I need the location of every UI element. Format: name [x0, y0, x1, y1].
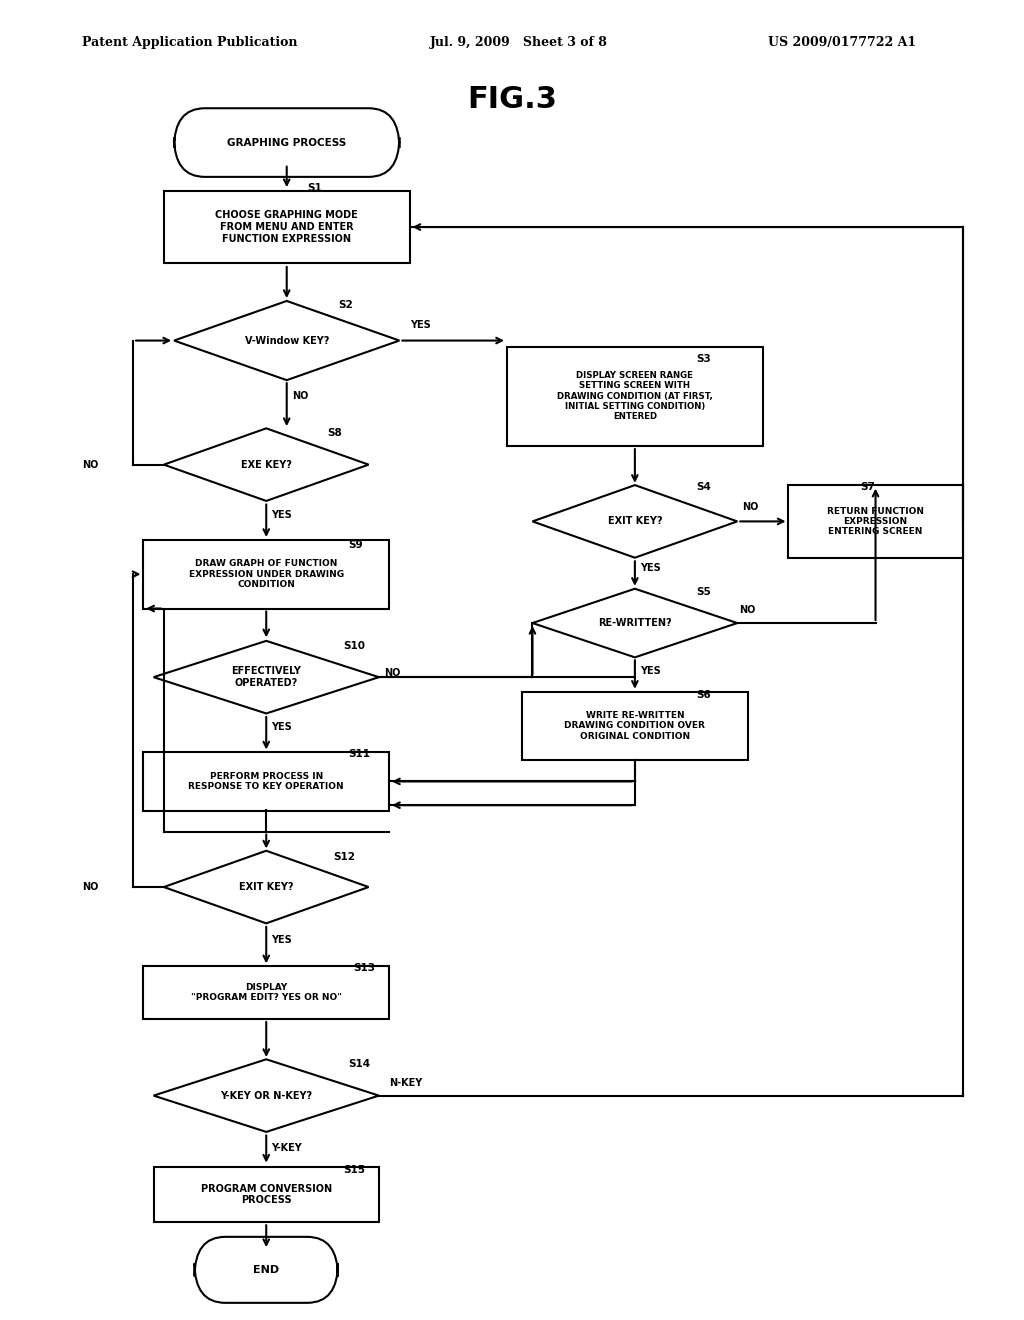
Text: NO: NO — [742, 502, 759, 512]
Text: YES: YES — [640, 562, 660, 573]
Polygon shape — [532, 589, 737, 657]
Text: DISPLAY
"PROGRAM EDIT? YES OR NO": DISPLAY "PROGRAM EDIT? YES OR NO" — [190, 983, 342, 1002]
Text: YES: YES — [271, 935, 292, 945]
Text: EXE KEY?: EXE KEY? — [241, 459, 292, 470]
Text: Y-KEY OR N-KEY?: Y-KEY OR N-KEY? — [220, 1090, 312, 1101]
Text: S5: S5 — [696, 586, 711, 597]
Text: YES: YES — [640, 665, 660, 676]
Text: NO: NO — [82, 459, 98, 470]
Text: S8: S8 — [328, 428, 342, 438]
Text: NO: NO — [82, 882, 98, 892]
FancyBboxPatch shape — [522, 692, 748, 760]
Text: Jul. 9, 2009   Sheet 3 of 8: Jul. 9, 2009 Sheet 3 of 8 — [430, 36, 608, 49]
Text: FIG.3: FIG.3 — [467, 84, 557, 114]
Text: N-KEY: N-KEY — [389, 1077, 422, 1088]
Text: S15: S15 — [343, 1164, 365, 1175]
FancyBboxPatch shape — [143, 966, 389, 1019]
Text: PROGRAM CONVERSION
PROCESS: PROGRAM CONVERSION PROCESS — [201, 1184, 332, 1205]
Text: GRAPHING PROCESS: GRAPHING PROCESS — [227, 137, 346, 148]
Text: S13: S13 — [353, 962, 375, 973]
Text: EFFECTIVELY
OPERATED?: EFFECTIVELY OPERATED? — [231, 667, 301, 688]
Text: NO: NO — [739, 605, 756, 615]
Text: S4: S4 — [696, 482, 712, 492]
Text: EXIT KEY?: EXIT KEY? — [239, 882, 294, 892]
Text: YES: YES — [271, 510, 292, 520]
Text: Y-KEY: Y-KEY — [271, 1143, 302, 1154]
Text: S14: S14 — [348, 1059, 371, 1069]
Polygon shape — [154, 1059, 379, 1131]
Text: US 2009/0177722 A1: US 2009/0177722 A1 — [768, 36, 916, 49]
Polygon shape — [154, 642, 379, 713]
Text: PERFORM PROCESS IN
RESPONSE TO KEY OPERATION: PERFORM PROCESS IN RESPONSE TO KEY OPERA… — [188, 772, 344, 791]
Text: END: END — [253, 1265, 280, 1275]
Polygon shape — [532, 486, 737, 557]
Text: EXIT KEY?: EXIT KEY? — [607, 516, 663, 527]
FancyBboxPatch shape — [154, 1167, 379, 1222]
Text: S6: S6 — [696, 689, 711, 700]
Text: YES: YES — [410, 319, 430, 330]
Polygon shape — [174, 301, 399, 380]
Text: S2: S2 — [338, 300, 352, 310]
Text: WRITE RE-WRITTEN
DRAWING CONDITION OVER
ORIGINAL CONDITION: WRITE RE-WRITTEN DRAWING CONDITION OVER … — [564, 711, 706, 741]
FancyBboxPatch shape — [164, 190, 410, 263]
Text: NO: NO — [384, 668, 400, 678]
Text: RETURN FUNCTION
EXPRESSION
ENTERING SCREEN: RETURN FUNCTION EXPRESSION ENTERING SCRE… — [827, 507, 924, 536]
Text: S9: S9 — [348, 540, 362, 550]
Text: S12: S12 — [333, 851, 354, 862]
Text: DRAW GRAPH OF FUNCTION
EXPRESSION UNDER DRAWING
CONDITION: DRAW GRAPH OF FUNCTION EXPRESSION UNDER … — [188, 560, 344, 589]
FancyBboxPatch shape — [195, 1237, 338, 1303]
Text: YES: YES — [271, 722, 292, 733]
FancyBboxPatch shape — [507, 347, 763, 446]
Text: DISPLAY SCREEN RANGE
SETTING SCREEN WITH
DRAWING CONDITION (AT FIRST,
INITIAL SE: DISPLAY SCREEN RANGE SETTING SCREEN WITH… — [557, 371, 713, 421]
Text: S1: S1 — [307, 182, 322, 193]
FancyBboxPatch shape — [174, 108, 399, 177]
Text: S10: S10 — [343, 640, 365, 651]
FancyBboxPatch shape — [143, 752, 389, 810]
Text: CHOOSE GRAPHING MODE
FROM MENU AND ENTER
FUNCTION EXPRESSION: CHOOSE GRAPHING MODE FROM MENU AND ENTER… — [215, 210, 358, 244]
Text: NO: NO — [292, 391, 308, 401]
Polygon shape — [164, 850, 369, 924]
Text: S3: S3 — [696, 354, 711, 364]
FancyBboxPatch shape — [143, 540, 389, 609]
Text: RE-WRITTEN?: RE-WRITTEN? — [598, 618, 672, 628]
Text: V-Window KEY?: V-Window KEY? — [245, 335, 329, 346]
FancyBboxPatch shape — [788, 484, 963, 557]
Text: S7: S7 — [860, 482, 876, 492]
Text: Patent Application Publication: Patent Application Publication — [82, 36, 297, 49]
Polygon shape — [164, 428, 369, 500]
Text: S11: S11 — [348, 748, 370, 759]
